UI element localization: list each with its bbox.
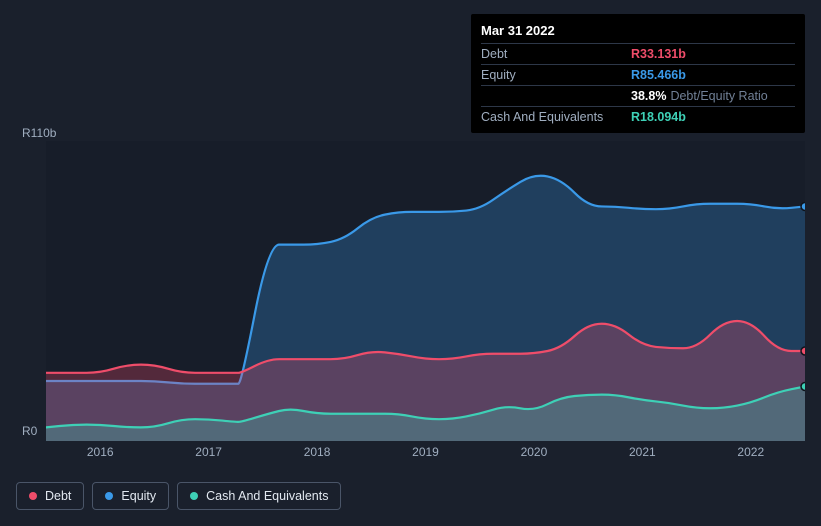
x-tick-label: 2020: [521, 445, 548, 459]
y-axis-max-label: R110b: [22, 126, 56, 140]
area-chart-svg: [46, 141, 805, 441]
info-row-value: R85.466b: [631, 68, 686, 82]
x-axis: 2016 2017 2018 2019 2020 2021 2022: [46, 445, 805, 461]
x-tick-label: 2022: [737, 445, 764, 459]
info-row-label: Cash And Equivalents: [481, 110, 631, 124]
info-row: Cash And EquivalentsR18.094b: [481, 106, 795, 127]
x-tick-label: 2021: [629, 445, 656, 459]
legend: Debt Equity Cash And Equivalents: [16, 482, 341, 510]
equity-end-marker: [801, 202, 805, 210]
info-row: 38.8% Debt/Equity Ratio: [481, 85, 795, 106]
info-row-label: Equity: [481, 68, 631, 82]
info-row: EquityR85.466b: [481, 64, 795, 85]
x-tick-label: 2018: [304, 445, 331, 459]
debt-legend-dot-icon: [29, 492, 37, 500]
legend-item-label: Equity: [121, 489, 156, 503]
legend-item-equity[interactable]: Equity: [92, 482, 169, 510]
cash-end-marker: [801, 382, 805, 390]
info-row-value: 38.8%: [631, 89, 666, 103]
info-row: DebtR33.131b: [481, 43, 795, 64]
debt-end-marker: [801, 347, 805, 355]
info-row-label: Debt: [481, 47, 631, 61]
info-panel: Mar 31 2022 DebtR33.131bEquityR85.466b38…: [471, 14, 805, 133]
legend-item-label: Debt: [45, 489, 71, 503]
y-axis-min-label: R0: [22, 424, 37, 438]
info-row-suffix: Debt/Equity Ratio: [670, 89, 767, 103]
x-tick-label: 2017: [195, 445, 222, 459]
x-tick-label: 2019: [412, 445, 439, 459]
info-row-value: R33.131b: [631, 47, 686, 61]
x-tick-label: 2016: [87, 445, 114, 459]
legend-item-label: Cash And Equivalents: [206, 489, 328, 503]
legend-item-cash[interactable]: Cash And Equivalents: [177, 482, 341, 510]
equity-legend-dot-icon: [105, 492, 113, 500]
chart-plot-area: [46, 141, 805, 441]
cash-legend-dot-icon: [190, 492, 198, 500]
legend-item-debt[interactable]: Debt: [16, 482, 84, 510]
info-row-value: R18.094b: [631, 110, 686, 124]
info-panel-date: Mar 31 2022: [481, 20, 795, 43]
